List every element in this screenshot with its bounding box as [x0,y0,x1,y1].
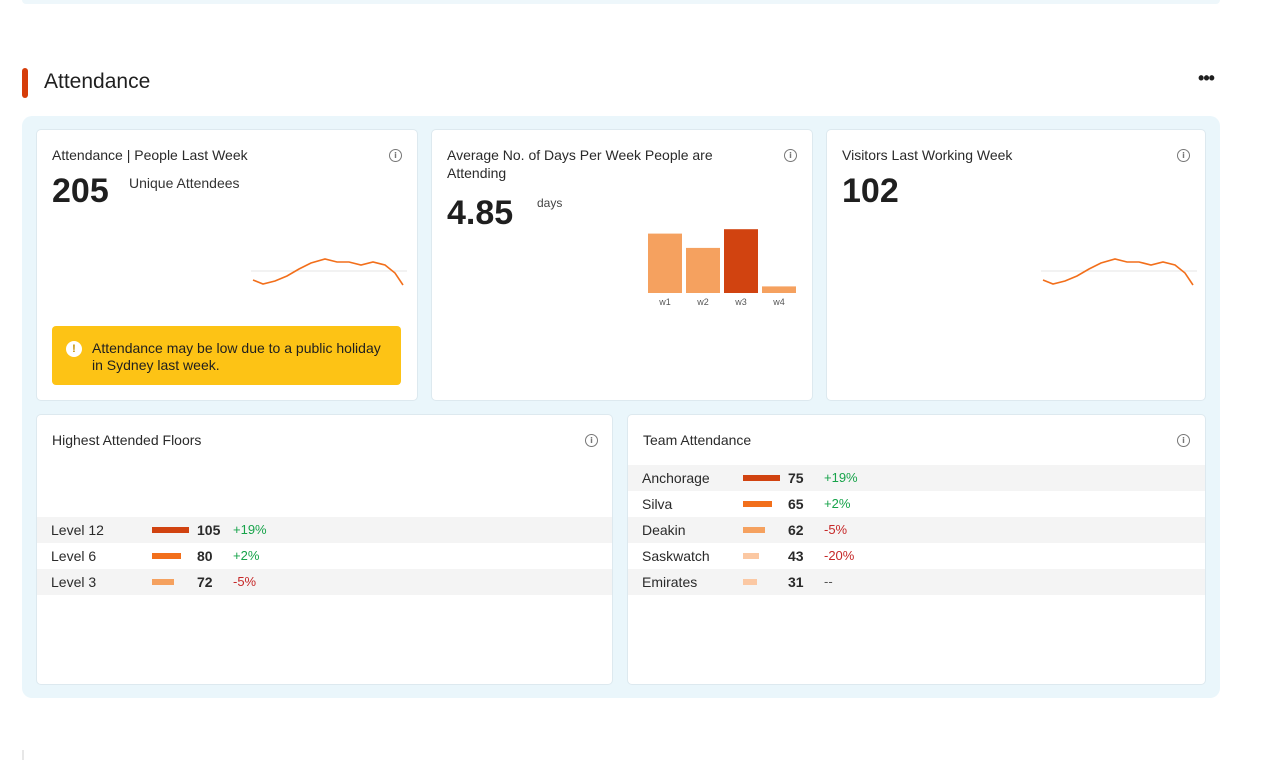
unique-attendees-value: 205 [52,172,109,210]
bar-w4 [762,286,796,293]
team-value: 31 [788,574,804,590]
days-per-week-chart: w1 w2 w3 w4 [648,229,796,307]
visitors-card: Visitors Last Working Week i 102 [827,130,1205,400]
holiday-alert: ! Attendance may be low due to a public … [52,326,401,385]
list-item: Saskwatch 43 -20% [628,543,1205,569]
team-bar [743,527,765,533]
floor-name: Level 12 [51,522,104,538]
list-item: Level 3 72 -5% [37,569,612,595]
list-item: Emirates 31 -- [628,569,1205,595]
people-sparkline [251,258,407,286]
info-icon[interactable]: i [784,149,797,162]
attendance-section-header: Attendance ••• [22,66,1220,100]
info-icon[interactable]: i [585,434,598,447]
floor-delta: +2% [233,548,260,563]
tick-label-w3: w3 [734,297,747,307]
card-title: Attendance | People Last Week [52,147,248,163]
team-value: 43 [788,548,804,564]
list-item: Level 12 105 +19% [37,517,612,543]
more-options-button[interactable]: ••• [1198,68,1215,88]
floor-delta: +19% [233,522,267,537]
tick-label-w2: w2 [696,297,709,307]
info-icon[interactable]: i [389,149,402,162]
card-title: Highest Attended Floors [52,432,202,448]
section-accent-bar [22,68,28,98]
team-bar [743,579,757,585]
floor-name: Level 3 [51,574,97,590]
team-delta: +19% [824,470,858,485]
team-value: 75 [788,470,804,486]
unique-attendees-label: Unique Attendees [129,175,240,191]
tick-label-w4: w4 [772,297,785,307]
average-days-value: 4.85 [447,194,514,232]
team-name: Emirates [642,574,698,590]
next-section-accent [22,750,24,760]
list-item: Anchorage 75 +19% [628,465,1205,491]
team-bar [743,501,772,507]
list-item: Deakin 62 -5% [628,517,1205,543]
card-title: Visitors Last Working Week [842,147,1013,163]
team-value: 65 [788,496,804,512]
floor-delta: -5% [233,574,257,589]
team-name: Anchorage [642,470,710,486]
warning-icon: ! [66,341,82,357]
team-name: Silva [642,496,673,512]
team-name: Saskwatch [642,548,710,564]
team-attendance-card: Team Attendance i Anchorage 75 +19% Silv… [628,415,1205,684]
team-delta: -5% [824,522,848,537]
previous-section-edge [22,0,1220,4]
team-delta: -- [824,574,833,589]
team-bar [743,475,780,481]
card-title: Team Attendance [643,432,752,448]
floor-bar [152,579,174,585]
highest-attended-floors-card: Highest Attended Floors i Level 12 105 +… [37,415,612,684]
floor-bar [152,553,181,559]
info-icon[interactable]: i [1177,149,1190,162]
average-days-card: Average No. of Days Per Week People are … [432,130,812,400]
section-title: Attendance [44,70,151,93]
visitors-value: 102 [842,172,899,210]
people-last-week-card: Attendance | People Last Week i 205 Uniq… [37,130,417,400]
floor-bar [152,527,189,533]
team-value: 62 [788,522,804,538]
team-bar [743,553,759,559]
tick-label-w1: w1 [658,297,671,307]
average-days-unit: days [537,196,563,210]
bar-w2 [686,247,720,293]
attendance-panel: Attendance | People Last Week i 205 Uniq… [22,116,1220,698]
bar-w3 [724,229,758,293]
team-delta: -20% [824,548,855,563]
card-title: Average No. of Days Per Week People are … [447,147,713,181]
floor-name: Level 6 [51,548,97,564]
floor-value: 80 [197,548,213,564]
list-item: Level 6 80 +2% [37,543,612,569]
info-icon[interactable]: i [1177,434,1190,447]
team-name: Deakin [642,522,686,538]
team-delta: +2% [824,496,851,511]
list-item: Silva 65 +2% [628,491,1205,517]
floor-value: 105 [197,522,221,538]
visitors-sparkline [1041,258,1197,286]
alert-message: Attendance may be low due to a public ho… [92,340,381,373]
bar-w1 [648,233,682,293]
floor-value: 72 [197,574,213,590]
